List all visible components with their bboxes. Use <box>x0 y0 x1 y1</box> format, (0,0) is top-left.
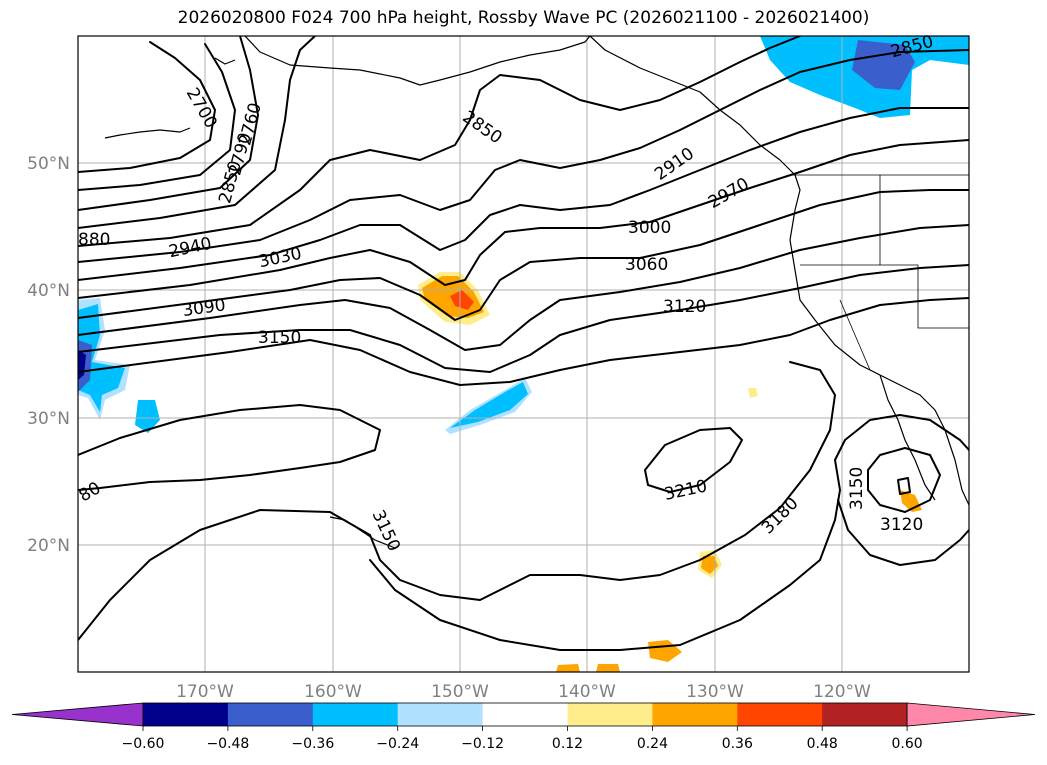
colorbar-cell <box>822 703 908 726</box>
contour-label: 80 <box>76 478 105 506</box>
colorbar-extend-high <box>906 702 1036 727</box>
contour-label: 3150 <box>258 328 301 348</box>
lat-label: 50°N <box>27 154 70 174</box>
contour-label: 2850 <box>459 107 506 148</box>
colorbar-tick-label: 0.60 <box>892 736 923 752</box>
contour-label: 3000 <box>628 218 671 238</box>
colorbar-cell <box>312 703 399 726</box>
contour-label: 3180 <box>758 494 803 539</box>
contour-label: 2760 <box>235 101 266 148</box>
colorbar-tick-label: −0.48 <box>206 736 249 752</box>
contour-label: 3120 <box>880 515 923 535</box>
colorbar-tick-label: 0.12 <box>552 736 583 752</box>
colorbar-tick-label: −0.12 <box>461 736 504 752</box>
lon-label: 120°W <box>813 682 871 702</box>
contour-label: 3150 <box>368 507 404 555</box>
colorbar-cell <box>652 703 738 726</box>
colorbar-tick-label: 0.24 <box>637 736 668 752</box>
colorbar-tick-label: −0.60 <box>122 736 165 752</box>
colorbar-tick-label: −0.24 <box>376 736 419 752</box>
latitude-labels: 50°N 40°N 30°N 20°N <box>27 154 70 556</box>
colorbar-cell <box>227 703 314 726</box>
lat-label: 20°N <box>27 536 70 556</box>
gridlines <box>78 36 969 672</box>
longitude-labels: 170°W 160°W 150°W 140°W 130°W 120°W <box>176 682 871 702</box>
height-contours <box>78 36 969 651</box>
lon-label: 130°W <box>686 682 744 702</box>
colorbar-cell <box>397 703 484 726</box>
positive-anomaly-south <box>648 640 682 662</box>
colorbar-extend-low <box>11 702 144 727</box>
contour-label: 3120 <box>663 297 706 317</box>
shaded-anomalies <box>78 36 969 672</box>
colorbar-tick-label: 0.48 <box>807 736 838 752</box>
map-frame <box>77 35 970 673</box>
colorbar-tick-label: −0.36 <box>291 736 334 752</box>
coastlines <box>104 36 969 549</box>
colorbar-outline <box>142 702 908 727</box>
lon-label: 170°W <box>176 682 234 702</box>
contour-label: 3150 <box>847 467 867 510</box>
colorbar-cell <box>143 703 229 726</box>
colorbar-cell <box>567 703 653 726</box>
lon-label: 160°W <box>304 682 362 702</box>
contour-label: 2970 <box>705 174 752 213</box>
lon-label: 140°W <box>558 682 616 702</box>
lat-label: 30°N <box>27 409 70 429</box>
contour-label: 880 <box>78 230 110 250</box>
contour-label: 3210 <box>663 476 709 505</box>
colorbar-tick-label: 0.36 <box>722 736 753 752</box>
colorbar: −0.60 −0.48 −0.36 −0.24 −0.12 0.12 0.24 0.36 0.4… <box>11 702 1036 752</box>
contour-label: 3030 <box>257 244 303 273</box>
colorbar-cell <box>737 703 823 726</box>
negative-anomaly-west <box>78 304 125 412</box>
map-title: 2026020800 F024 700 hPa height, Rossby W… <box>177 8 870 28</box>
contour-label: 2910 <box>651 144 698 185</box>
contour-label: 3060 <box>625 255 668 275</box>
lon-label: 150°W <box>431 682 489 702</box>
negative-anomaly-center <box>450 382 528 428</box>
lat-label: 40°N <box>27 281 70 301</box>
colorbar-cell <box>482 703 568 726</box>
